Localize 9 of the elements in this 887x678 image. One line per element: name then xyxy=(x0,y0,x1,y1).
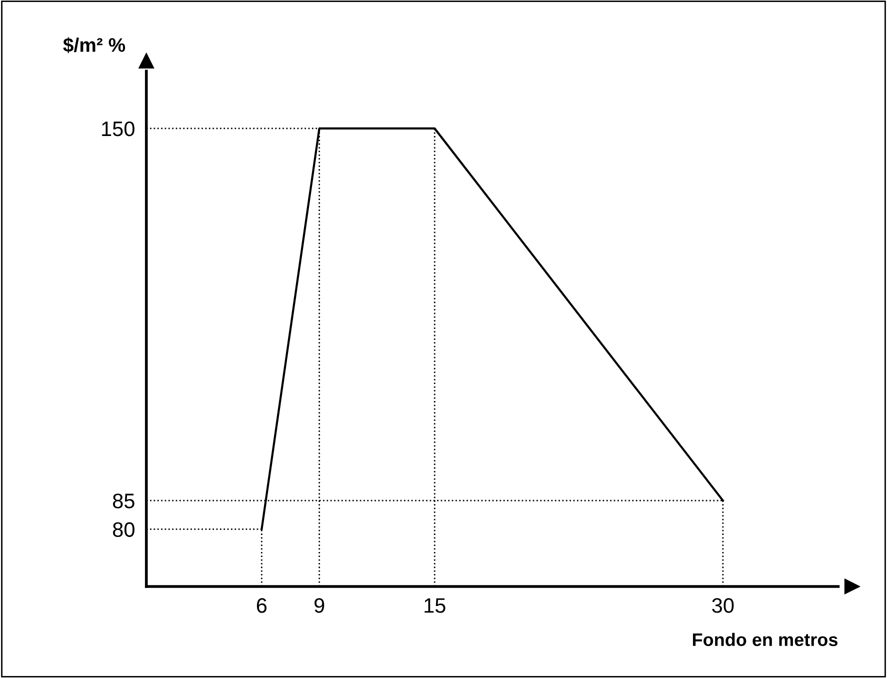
y-tick-label: 80 xyxy=(112,522,134,537)
x-tick-label: 30 xyxy=(712,598,734,613)
x-tick-label: 15 xyxy=(424,598,446,613)
y-tick-label: 150 xyxy=(102,121,134,136)
y-tick-label: 85 xyxy=(112,494,134,508)
x-axis-title: Fondo en metros xyxy=(692,632,838,646)
x-tick-label: 9 xyxy=(314,598,324,613)
y-axis-title: $/m² % xyxy=(63,37,126,54)
x-tick-label: 6 xyxy=(256,598,267,613)
